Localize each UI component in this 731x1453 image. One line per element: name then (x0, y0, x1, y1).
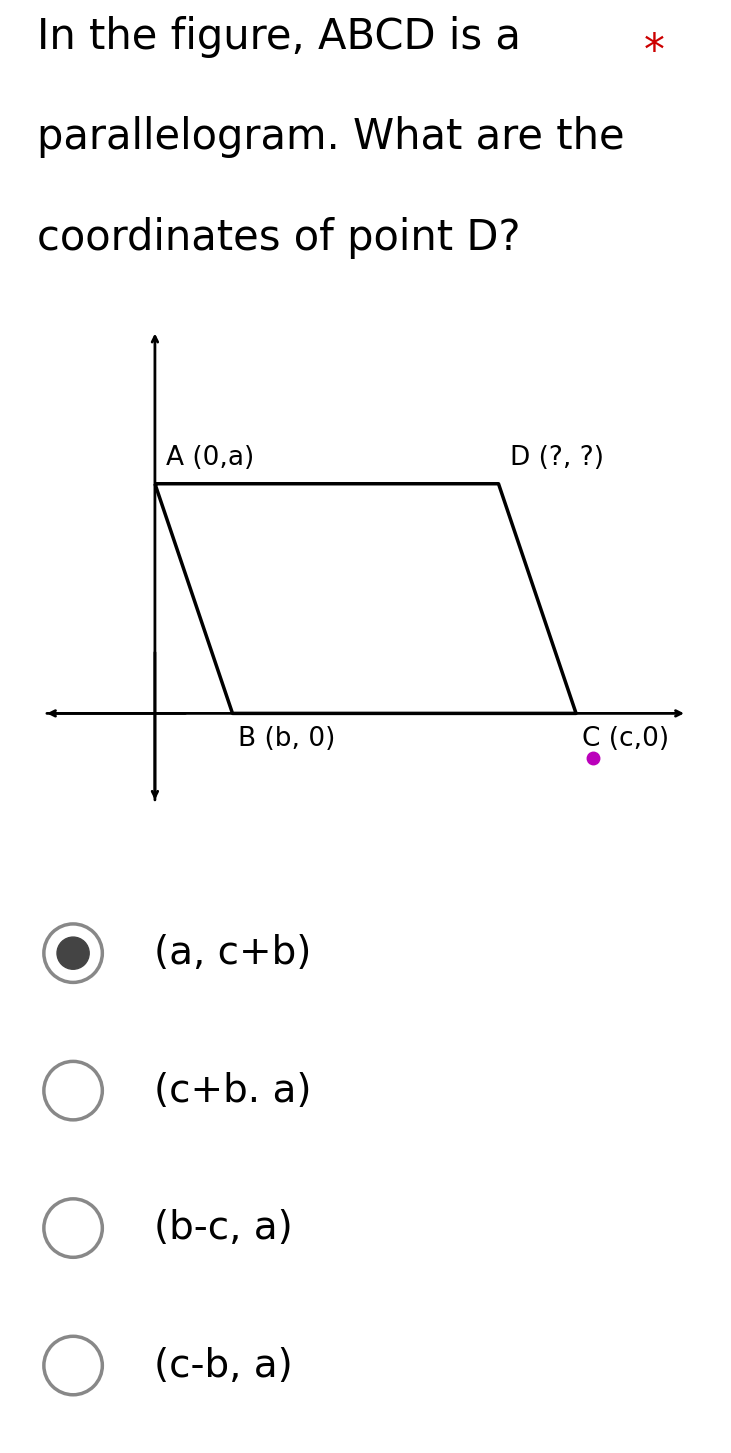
Text: parallelogram. What are the: parallelogram. What are the (37, 116, 624, 158)
Text: coordinates of point D?: coordinates of point D? (37, 216, 520, 259)
Text: *: * (643, 31, 664, 73)
Text: (c+b. a): (c+b. a) (154, 1072, 311, 1110)
Text: A (0,a): A (0,a) (166, 445, 254, 471)
Text: D (?, ?): D (?, ?) (510, 445, 604, 471)
Text: (a, c+b): (a, c+b) (154, 934, 311, 972)
Text: B (b, 0): B (b, 0) (238, 726, 336, 753)
Text: C (c,0): C (c,0) (582, 726, 669, 753)
Text: (c-b, a): (c-b, a) (154, 1347, 292, 1385)
Ellipse shape (57, 937, 89, 969)
Text: (b-c, a): (b-c, a) (154, 1209, 292, 1247)
Text: In the figure, ABCD is a: In the figure, ABCD is a (37, 16, 520, 58)
